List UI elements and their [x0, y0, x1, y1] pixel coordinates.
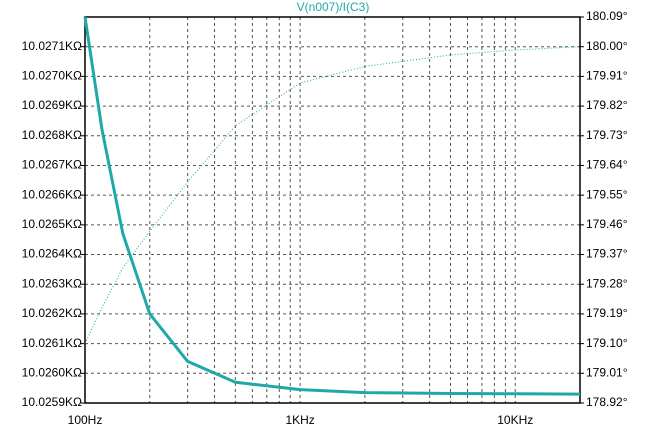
y2-tick-label: 179.55°: [586, 187, 628, 201]
y-tick-label: 10.0266KΩ: [22, 187, 82, 201]
x-tick-label: 1KHz: [285, 413, 314, 427]
y2-tick-label: 179.82°: [586, 98, 628, 112]
y2-tick-label: 178.92°: [586, 395, 628, 409]
y2-tick-label: 179.19°: [586, 306, 628, 320]
plot-frame: [84, 16, 581, 404]
y2-tick-label: 179.73°: [586, 128, 628, 142]
series-line: [83, 16, 581, 396]
y-tick-label: 10.0269KΩ: [22, 98, 82, 112]
y2-tick-label: 179.91°: [586, 69, 628, 83]
y2-tick-label: 180.00°: [586, 39, 628, 53]
y2-tick-label: 180.09°: [586, 9, 628, 23]
y-tick-label: 10.0260KΩ: [22, 365, 82, 379]
y-tick-label: 10.0264KΩ: [22, 247, 82, 261]
series-line: [84, 46, 581, 344]
y-tick-label: 10.0268KΩ: [22, 128, 82, 142]
y-tick-label: 10.0267KΩ: [22, 158, 82, 172]
y-tick-label: 10.0265KΩ: [22, 217, 82, 231]
y-tick-label: 10.0263KΩ: [22, 276, 82, 290]
y2-tick-label: 179.37°: [586, 247, 628, 261]
y2-tick-label: 179.64°: [586, 158, 628, 172]
y2-tick-label: 179.28°: [586, 276, 628, 290]
y2-tick-label: 179.10°: [586, 336, 628, 350]
y2-tick-label: 179.01°: [586, 365, 628, 379]
y-tick-label: 10.0262KΩ: [22, 306, 82, 320]
chart-title: V(n007)/I(C3): [297, 0, 370, 14]
y-tick-label: 10.0270KΩ: [22, 69, 82, 83]
y2-tick-label: 179.46°: [586, 217, 628, 231]
y-tick-label: 10.0261KΩ: [22, 336, 82, 350]
y-tick-label: 10.0271KΩ: [22, 39, 82, 53]
x-tick-label: 10KHz: [497, 413, 533, 427]
x-tick-label: 100Hz: [68, 413, 103, 427]
y-tick-label: 10.0259KΩ: [22, 395, 82, 409]
